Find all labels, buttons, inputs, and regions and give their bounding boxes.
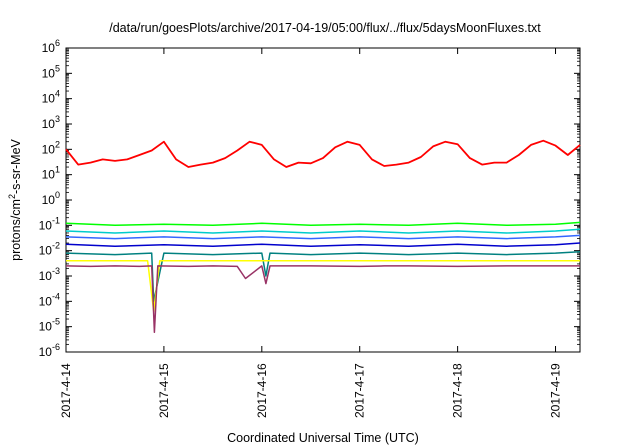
y-tick-label: 10-2: [39, 241, 60, 258]
y-axis-ticks: 10-6 10-5 10-4 10-3 10-2 10-1 100 101 102 103 104 1…: [39, 38, 580, 359]
y-tick-label: 10-6: [39, 342, 60, 359]
y-tick-label: 102: [42, 139, 60, 156]
y-tick-label: 10-1: [39, 215, 60, 232]
series-line-7: [65, 265, 580, 334]
y-tick-label: 10-5: [39, 317, 60, 334]
y-tick-label: 105: [42, 63, 60, 80]
series-line-5: [65, 251, 581, 303]
y-tick-label: 10-4: [39, 291, 60, 308]
series-line-2: [65, 228, 581, 234]
y-tick-label: 101: [42, 165, 60, 182]
y-axis-label: protons/cm2-s-sr-MeV: [7, 138, 23, 260]
x-axis-ticks: 2017-4-14 2017-4-15 2017-4-16 2017-4-17 2017…: [59, 48, 563, 418]
y-tick-label: 104: [42, 89, 60, 106]
y-tick-label: 100: [42, 190, 60, 207]
series-line-3: [65, 234, 581, 240]
chart-title: /data/run/goesPlots/archive/2017-04-19/0…: [109, 21, 541, 35]
x-tick-label: 2017-4-19: [549, 363, 563, 418]
x-tick-label: 2017-4-16: [255, 363, 269, 418]
y-tick-label: 106: [42, 38, 60, 55]
y-axis-label-base: protons/cm: [9, 199, 23, 261]
y-axis-label-sup: 2: [7, 194, 17, 199]
x-tick-label: 2017-4-14: [59, 363, 73, 418]
x-tick-label: 2017-4-17: [353, 363, 367, 418]
y-tick-label: 10-3: [39, 266, 60, 283]
plot-frame: [65, 47, 581, 353]
data-series: [65, 139, 581, 334]
y-tick-label: 103: [42, 114, 60, 131]
series-line-4: [65, 242, 581, 247]
x-axis-label: Coordinated Universal Time (UTC): [227, 431, 419, 445]
x-tick-label: 2017-4-18: [451, 363, 465, 418]
x-tick-label: 2017-4-15: [157, 363, 171, 418]
series-line-0: [65, 139, 581, 168]
y-axis-label-rest: -s-sr-MeV: [9, 138, 23, 194]
series-line-1: [65, 221, 581, 227]
series-line-6: [66, 259, 580, 313]
